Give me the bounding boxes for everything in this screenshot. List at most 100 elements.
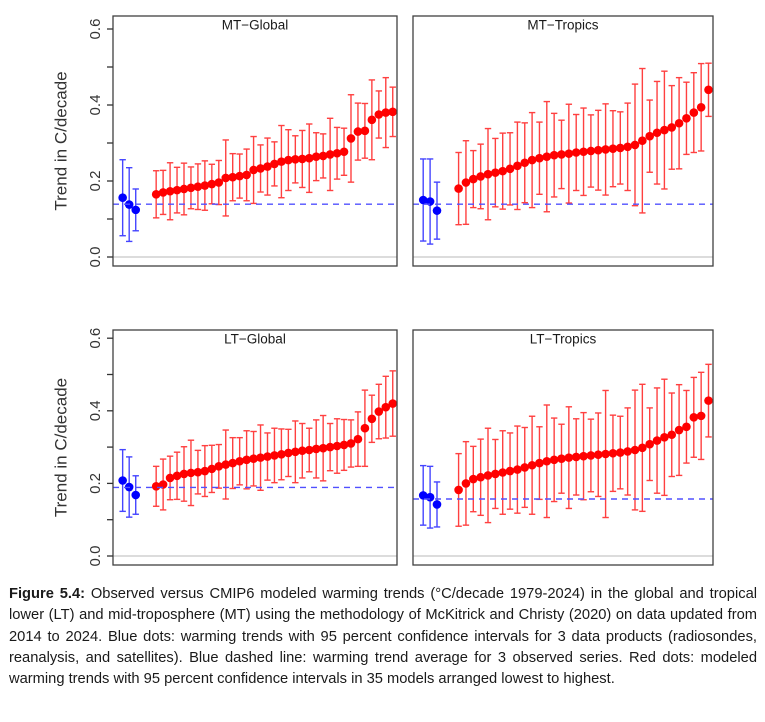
model-dot <box>221 460 231 469</box>
panel-title: MT−Tropics <box>527 18 598 33</box>
model-dot <box>339 147 349 157</box>
model-dot <box>674 118 684 128</box>
model-dot <box>172 471 182 481</box>
model-dot <box>557 454 566 464</box>
observed-dot <box>118 476 127 485</box>
model-dot <box>235 171 244 181</box>
model-dot <box>297 154 307 164</box>
model-dot <box>346 134 356 143</box>
model-dot <box>586 146 596 156</box>
model-dot <box>513 465 522 474</box>
model-dot <box>542 152 552 161</box>
y-tick-label: 0.2 <box>87 473 104 494</box>
observed-dot <box>425 492 435 502</box>
model-dot <box>623 447 632 456</box>
model-dot <box>593 145 603 155</box>
model-dot <box>520 463 530 472</box>
model-series <box>454 363 713 527</box>
model-dot <box>304 445 314 455</box>
y-axis: 0.0 0.2 0.4 0.6 Trend in C/decade <box>51 19 113 268</box>
model-dot <box>564 453 574 462</box>
model-dot <box>645 131 654 141</box>
model-dot <box>630 140 640 150</box>
model-dot <box>381 402 391 412</box>
model-dot <box>242 455 251 465</box>
figure-caption-text: Observed versus CMIP6 modeled warming tr… <box>9 586 757 688</box>
model-dot <box>579 451 588 461</box>
model-dot <box>696 411 706 421</box>
model-dot <box>638 136 647 146</box>
model-dot <box>367 115 377 125</box>
observed-dot <box>418 491 428 500</box>
model-dot <box>291 155 300 164</box>
panel-border <box>112 329 398 566</box>
model-dot <box>186 183 196 193</box>
model-dot <box>513 161 522 171</box>
model-dot <box>346 439 356 448</box>
observed-series <box>118 448 141 518</box>
observed-series <box>118 159 141 243</box>
model-dot <box>549 455 559 465</box>
model-dot <box>186 468 196 478</box>
y-axis-title: Trend in C/decade <box>51 71 70 210</box>
model-dot <box>277 157 286 166</box>
y-tick-label: 0.4 <box>87 400 104 421</box>
model-dot <box>704 85 713 95</box>
observed-dot <box>131 205 141 215</box>
model-dot <box>360 126 370 136</box>
model-dot <box>374 110 384 119</box>
model-dot <box>151 482 161 491</box>
model-dot <box>242 170 251 180</box>
model-dot <box>542 456 552 466</box>
model-dot <box>630 445 640 455</box>
model-dot <box>388 107 398 117</box>
model-dot <box>498 468 508 477</box>
model-dot <box>235 456 244 466</box>
model-dot <box>165 186 175 196</box>
panel-title: LT−Tropics <box>530 332 597 347</box>
model-dot <box>608 144 618 153</box>
model-dot <box>332 441 342 451</box>
observed-series <box>418 464 442 529</box>
model-dot <box>527 155 537 165</box>
model-dot <box>696 102 706 112</box>
model-dot <box>505 164 515 174</box>
panel-border <box>112 15 398 267</box>
y-tick-label: 0.4 <box>87 95 104 116</box>
model-dot <box>249 165 258 175</box>
model-dot <box>682 114 691 123</box>
model-dot <box>297 446 307 456</box>
panel-mt-global: MT−Global 0.0 0.2 0.4 0.6 Trend in C/decade <box>51 15 398 268</box>
panel-border <box>412 329 714 566</box>
model-dot <box>193 182 203 191</box>
model-dot <box>652 128 662 138</box>
model-dot <box>284 155 293 165</box>
model-dot <box>158 480 168 489</box>
model-dot <box>374 407 384 416</box>
model-dot <box>179 469 189 479</box>
model-dot <box>461 178 471 187</box>
model-dot <box>270 451 279 460</box>
panel-lt-tropics: LT−Tropics <box>412 329 714 566</box>
y-tick-label: 0.0 <box>87 247 104 268</box>
model-dot <box>381 108 391 117</box>
model-dot <box>608 448 618 458</box>
observed-series <box>418 158 442 245</box>
model-dot <box>179 184 189 194</box>
model-dot <box>360 423 370 433</box>
model-series <box>151 370 398 511</box>
model-dot <box>667 123 677 132</box>
model-dot <box>535 153 544 163</box>
figure-caption-label: Figure 5.4: <box>9 586 86 602</box>
model-dot <box>207 464 217 474</box>
panel-mt-tropics: MT−Tropics <box>412 15 714 267</box>
y-tick-label: 0.2 <box>87 171 104 192</box>
model-dot <box>256 164 265 173</box>
model-dot <box>557 150 566 159</box>
model-dot <box>704 396 713 405</box>
model-dot <box>339 440 349 450</box>
model-dot <box>318 151 328 161</box>
model-dot <box>193 467 203 477</box>
model-dot <box>667 430 677 440</box>
model-dot <box>616 448 625 457</box>
